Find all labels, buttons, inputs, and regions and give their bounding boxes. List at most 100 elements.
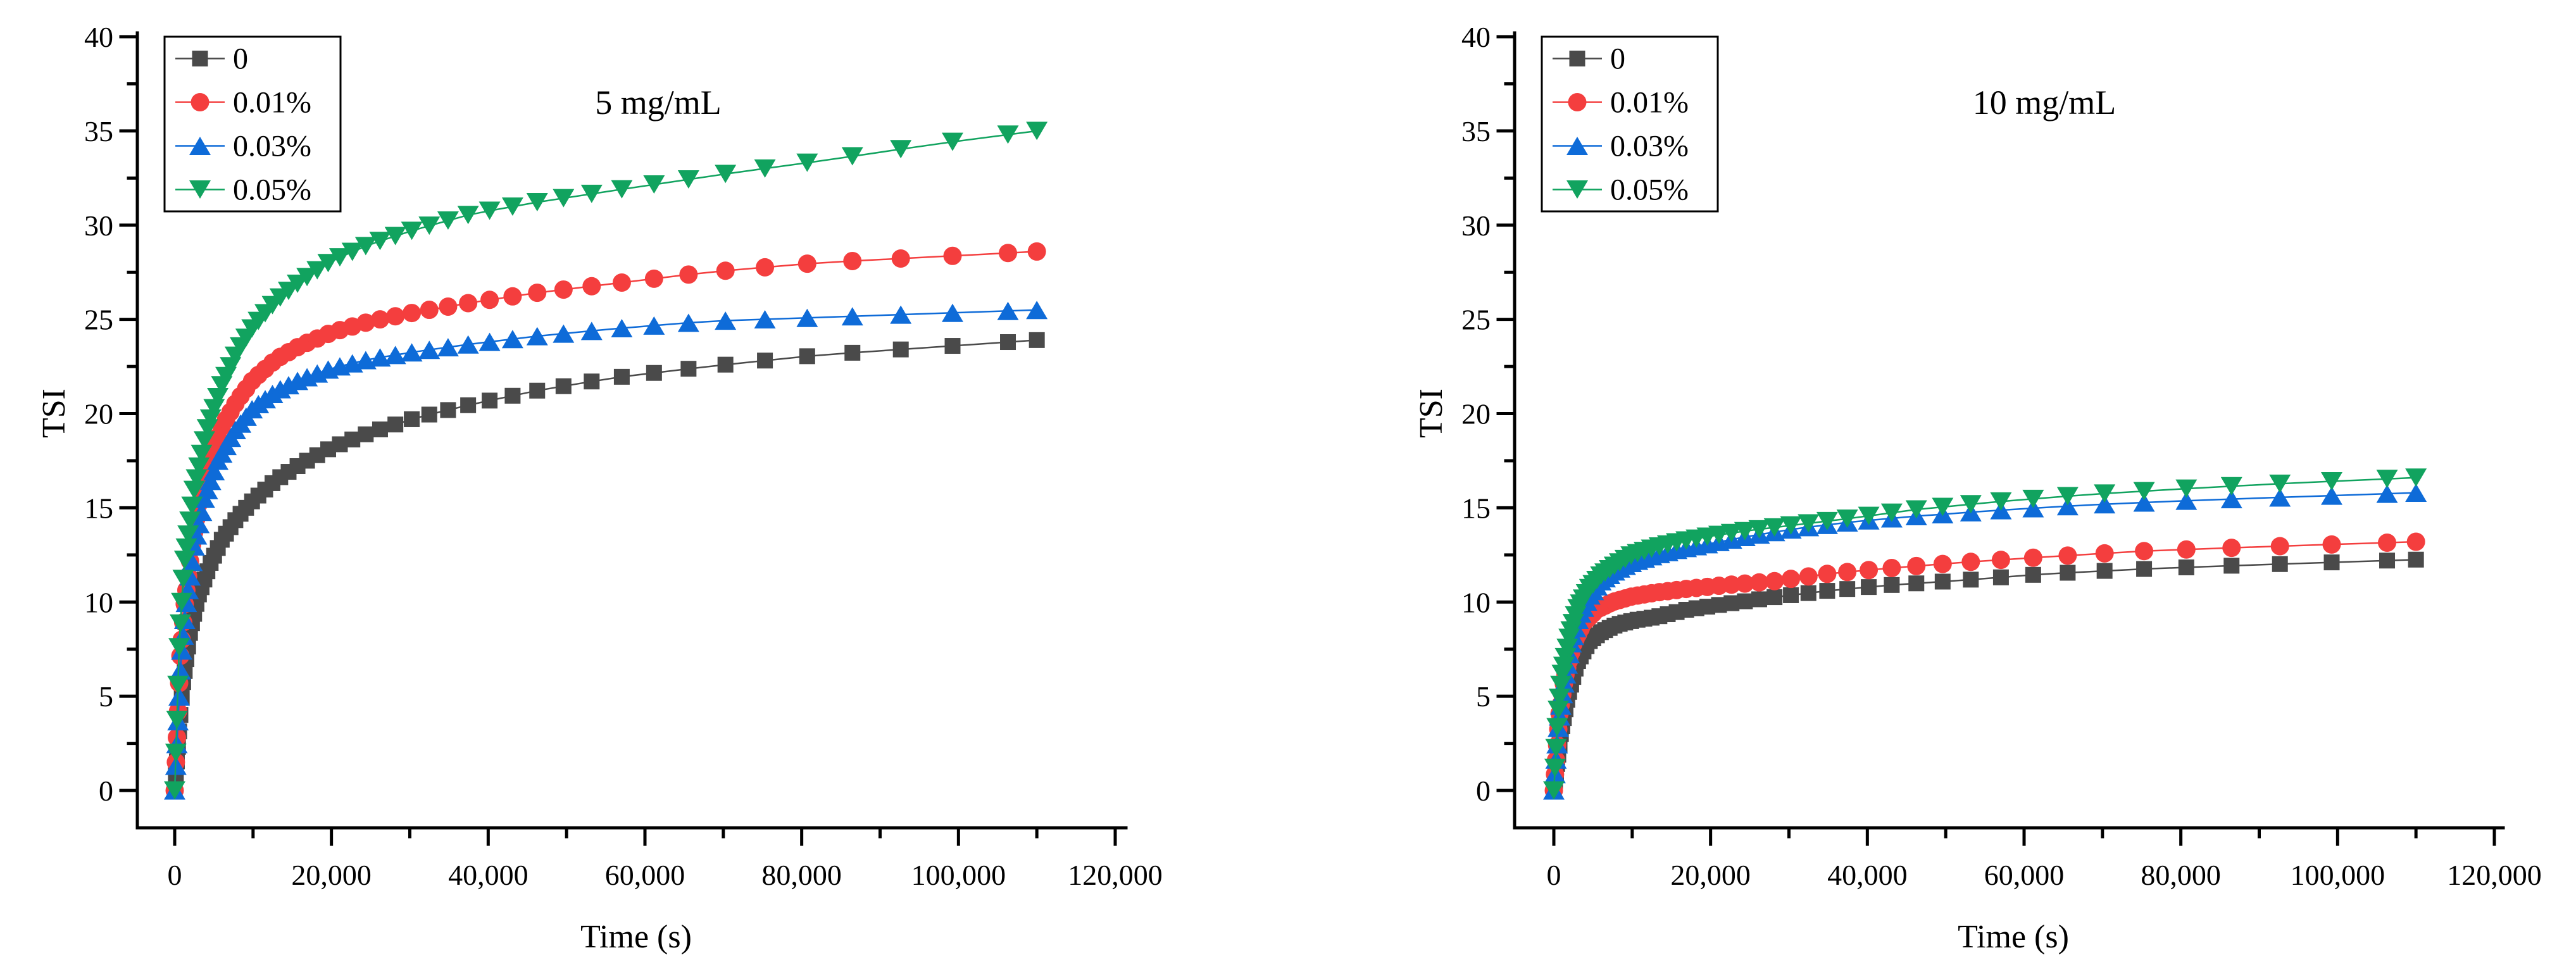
series-marker: [796, 308, 818, 327]
x-tick-label: 40,000: [1827, 859, 1908, 891]
series-marker: [460, 397, 477, 413]
series-marker: [797, 254, 816, 273]
series-marker: [177, 525, 199, 544]
series-marker: [1544, 758, 1566, 777]
series-marker: [2058, 546, 2077, 565]
series-marker: [183, 480, 205, 499]
series-marker: [1780, 516, 1802, 535]
y-tick-label: 20: [84, 398, 113, 430]
x-tick-label: 120,000: [1068, 859, 1163, 891]
series-marker: [2095, 544, 2114, 563]
series-marker: [1765, 571, 1784, 590]
series-marker: [199, 471, 222, 490]
series-marker: [2272, 556, 2288, 572]
series-marker: [2177, 540, 2196, 559]
axes: [1496, 31, 2505, 846]
legend-label: 0.05%: [1610, 173, 1689, 207]
series-marker: [401, 343, 423, 362]
series-marker: [166, 710, 188, 729]
x-tick-label: 100,000: [2291, 859, 2385, 891]
series-marker: [188, 457, 210, 476]
series-marker: [372, 421, 388, 438]
series-marker: [1545, 739, 1567, 758]
series-marker: [644, 269, 663, 288]
series-marker: [613, 368, 630, 385]
series-marker: [1799, 567, 1818, 586]
series-marker: [1723, 595, 1740, 611]
series-marker: [164, 781, 185, 800]
series-003: [1543, 484, 2427, 800]
series-marker: [1026, 122, 1048, 140]
series-marker: [1839, 581, 1856, 597]
series-marker: [2094, 484, 2116, 503]
series-marker: [1905, 500, 1927, 519]
x-tick-label: 0: [168, 859, 182, 891]
series-marker: [1819, 583, 1835, 599]
series-0: [166, 332, 1045, 799]
series-marker: [421, 406, 437, 423]
x-tick-label: 80,000: [2141, 859, 2221, 891]
series-marker: [2405, 484, 2427, 503]
series-marker: [1818, 565, 1837, 584]
series-marker: [1934, 573, 1951, 590]
y-tick-label: 5: [99, 680, 113, 713]
series-marker: [715, 165, 737, 184]
y-tick-label: 35: [84, 115, 113, 147]
series-marker: [2175, 479, 2198, 498]
series-marker: [459, 294, 478, 313]
series-marker: [891, 249, 910, 268]
series-marker: [181, 553, 203, 571]
series-marker: [384, 227, 406, 246]
series-marker: [754, 159, 776, 178]
y-tick-label: 25: [1461, 304, 1491, 336]
series-marker: [841, 307, 863, 326]
series-marker: [1858, 506, 1880, 525]
series-marker: [1735, 574, 1754, 593]
series-marker: [2406, 532, 2425, 551]
series-marker: [384, 346, 406, 365]
series-marker: [1547, 701, 1570, 720]
series-marker: [1884, 577, 1900, 593]
series-marker: [503, 287, 522, 306]
series-marker: [1798, 514, 1820, 533]
x-tick-label: 60,000: [1984, 859, 2065, 891]
series-marker: [203, 461, 225, 480]
series-marker: [170, 614, 192, 633]
series-marker: [1960, 495, 1982, 514]
series-marker: [942, 132, 964, 151]
series-marker: [437, 211, 459, 230]
series-marker: [528, 284, 547, 303]
y-tick-label: 30: [1461, 209, 1491, 242]
series-marker: [2379, 553, 2396, 569]
series-marker: [369, 348, 391, 367]
y-tick-label: 0: [99, 775, 113, 807]
y-tick-label: 30: [84, 209, 113, 242]
series-marker: [799, 348, 815, 365]
series-marker: [1783, 587, 1799, 603]
series-marker: [317, 254, 339, 273]
series-marker: [997, 301, 1019, 320]
y-axis-title: TSI: [36, 389, 72, 438]
series-marker: [1554, 647, 1577, 666]
series-001: [165, 242, 1046, 800]
series-marker: [2405, 468, 2427, 487]
series-marker: [1907, 556, 1926, 575]
y-tick-label: 5: [1476, 680, 1491, 713]
legend-label: 0: [233, 42, 248, 76]
series-marker: [2133, 482, 2155, 501]
series-marker: [1543, 781, 1565, 800]
chart-10-mg-ml: 0 5 10 15 20 25 30 35 40 0 20,000 40,000 60,000 80,00…: [1413, 21, 2542, 955]
series-marker: [2378, 533, 2397, 552]
y-tick-label: 10: [1461, 586, 1491, 618]
series-marker: [369, 232, 391, 251]
series-marker: [2322, 535, 2341, 554]
series-marker: [1734, 521, 1756, 540]
series-marker: [679, 265, 698, 284]
legend-marker: [1569, 51, 1585, 66]
legend-marker: [189, 137, 211, 155]
series-marker: [643, 316, 665, 335]
series-marker: [2376, 470, 2398, 489]
legend-label: 0.03%: [233, 130, 311, 163]
series-marker: [643, 175, 665, 194]
series-marker: [892, 341, 909, 358]
